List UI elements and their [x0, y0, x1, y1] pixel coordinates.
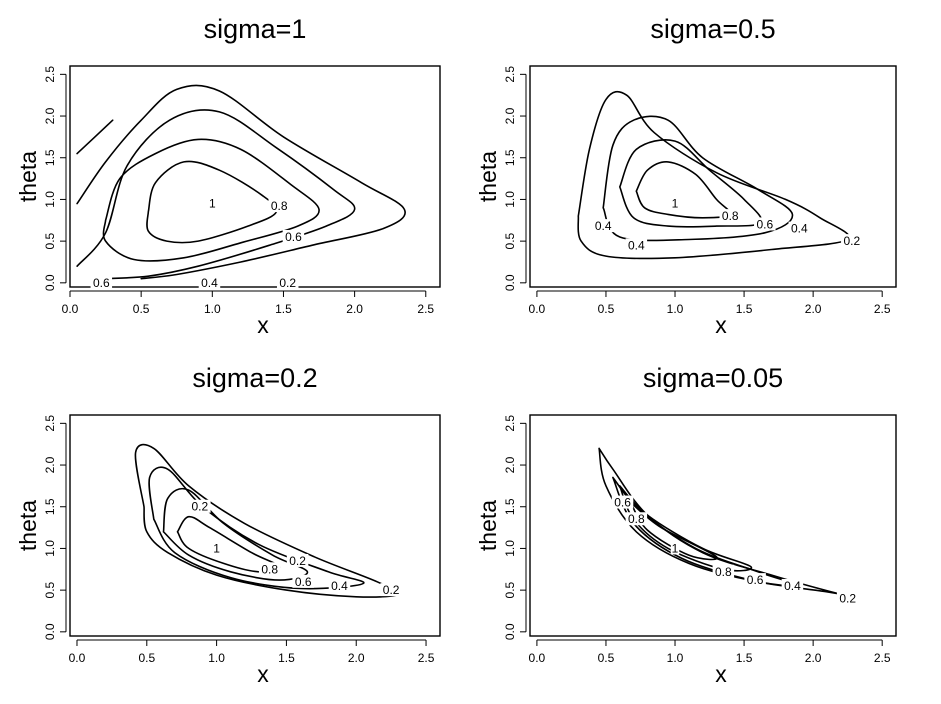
y-tick-label: 2.0 [43, 107, 57, 124]
contour-label: 1 [672, 197, 679, 211]
panel-2: sigma=0.5 0.0 0.5 1.0 1.5 2.0 2.5 0.0 0.5 1.0 1.5 2… [475, 14, 896, 338]
x-tick-label: 1.0 [204, 302, 221, 316]
x-tick-label: 1.5 [736, 651, 753, 665]
contour-label: 0.4 [628, 238, 645, 252]
x-axis-label: x [715, 661, 727, 687]
contour-label: 0.4 [201, 276, 218, 290]
contour-label: 0.4 [595, 219, 612, 233]
y-axis-label: theta [475, 500, 501, 551]
contour-label: 0.2 [383, 583, 400, 597]
y-tick-label: 1.0 [43, 540, 57, 557]
y-tick-label: 1.5 [43, 149, 57, 166]
contour-line-0.6 [620, 486, 752, 571]
contour-label: 0.6 [285, 230, 302, 244]
plot-frame [70, 415, 440, 636]
x-tick-label: 1.0 [667, 651, 684, 665]
x-tick-label: 2.0 [346, 302, 363, 316]
panel-4: sigma=0.05 0.0 0.5 1.0 1.5 2.0 2.5 0.0 0.5 1.0 1.5… [475, 363, 896, 687]
x-tick-label: 2.0 [805, 651, 822, 665]
contour-label: 1 [213, 541, 220, 555]
contour-line-1 [636, 162, 730, 218]
y-tick-label: 0.5 [43, 581, 57, 598]
x-tick-label: 2.5 [874, 651, 891, 665]
x-tick-label: 2.5 [874, 302, 891, 316]
x-tick-label: 0.0 [62, 302, 79, 316]
contour-label: 0.8 [261, 562, 278, 576]
y-tick-label: 0.5 [503, 232, 517, 249]
contour-label: 0.2 [839, 591, 856, 605]
y-tick-label: 2.5 [43, 66, 57, 83]
x-tick-label: 0.5 [133, 302, 150, 316]
x-tick-label: 1.5 [275, 302, 292, 316]
y-axis-label: theta [15, 151, 41, 202]
y-tick-label: 0.0 [503, 274, 517, 291]
panel-title: sigma=0.5 [650, 14, 775, 44]
plot-frame [70, 66, 440, 287]
panel-1: sigma=1 0.0 0.5 1.0 1.5 2.0 2.5 0.0 0.5 1.0 1.5 2.0… [15, 14, 440, 338]
contour-label: 0.6 [295, 575, 312, 589]
contour-label: 1 [209, 197, 216, 211]
x-tick-label: 0.0 [529, 302, 546, 316]
y-tick-label: 2.0 [503, 107, 517, 124]
contour-label: 0.2 [289, 554, 306, 568]
panel-title: sigma=1 [204, 14, 307, 44]
y-tick-label: 1.5 [503, 498, 517, 515]
x-tick-label: 1.0 [208, 651, 225, 665]
x-tick-label: 2.5 [417, 302, 434, 316]
y-tick-label: 1.0 [43, 191, 57, 208]
x-tick-label: 0.0 [529, 651, 546, 665]
panel-3: sigma=0.2 0.0 0.5 1.0 1.5 2.0 2.5 0.0 0.5 1.0 1.5 2… [15, 363, 440, 687]
contour-label: 0.4 [784, 579, 801, 593]
contour-label: 0.4 [331, 579, 348, 593]
y-tick-label: 0.5 [43, 232, 57, 249]
y-tick-label: 1.0 [503, 191, 517, 208]
contour-label: 0.4 [791, 222, 808, 236]
y-tick-label: 2.5 [503, 66, 517, 83]
x-tick-label: 0.5 [598, 302, 615, 316]
panel-title: sigma=0.05 [643, 363, 783, 393]
contour-label: 0.8 [715, 565, 732, 579]
x-tick-label: 1.0 [667, 302, 684, 316]
y-tick-label: 0.5 [503, 581, 517, 598]
x-axis-label: x [715, 312, 727, 338]
y-tick-label: 2.0 [43, 456, 57, 473]
y-tick-label: 2.0 [503, 456, 517, 473]
y-tick-label: 1.5 [503, 149, 517, 166]
x-tick-label: 2.0 [348, 651, 365, 665]
contour-label: 0.2 [192, 500, 209, 514]
contour-label: 0.2 [279, 276, 296, 290]
contour-line-0.6 [149, 467, 364, 588]
x-tick-label: 0.5 [138, 651, 155, 665]
x-tick-label: 0.0 [69, 651, 86, 665]
y-tick-label: 2.5 [503, 415, 517, 432]
contour-label: 0.6 [93, 276, 110, 290]
x-tick-label: 1.5 [736, 302, 753, 316]
contour-label: 0.8 [722, 209, 739, 223]
x-tick-label: 1.5 [278, 651, 295, 665]
contour-line-0.2 [77, 120, 113, 153]
y-tick-label: 0.0 [503, 623, 517, 640]
x-tick-label: 2.5 [418, 651, 435, 665]
y-axis-label: theta [475, 151, 501, 202]
x-tick-label: 0.5 [598, 651, 615, 665]
panel-title: sigma=0.2 [192, 363, 317, 393]
contour-label: 0.2 [843, 234, 860, 248]
x-tick-label: 2.0 [805, 302, 822, 316]
y-axis-label: theta [15, 500, 41, 551]
contour-label: 0.6 [614, 496, 631, 510]
contour-label: 1 [672, 541, 679, 555]
x-axis-label: x [257, 312, 269, 338]
x-axis-label: x [257, 661, 269, 687]
y-tick-label: 2.5 [43, 415, 57, 432]
y-tick-label: 1.5 [43, 498, 57, 515]
y-tick-label: 0.0 [43, 274, 57, 291]
contour-label: 0.6 [756, 217, 773, 231]
contour-label: 0.8 [628, 512, 645, 526]
y-tick-label: 1.0 [503, 540, 517, 557]
y-tick-label: 0.0 [43, 623, 57, 640]
contour-label: 0.6 [747, 573, 764, 587]
contour-label: 0.8 [271, 199, 288, 213]
